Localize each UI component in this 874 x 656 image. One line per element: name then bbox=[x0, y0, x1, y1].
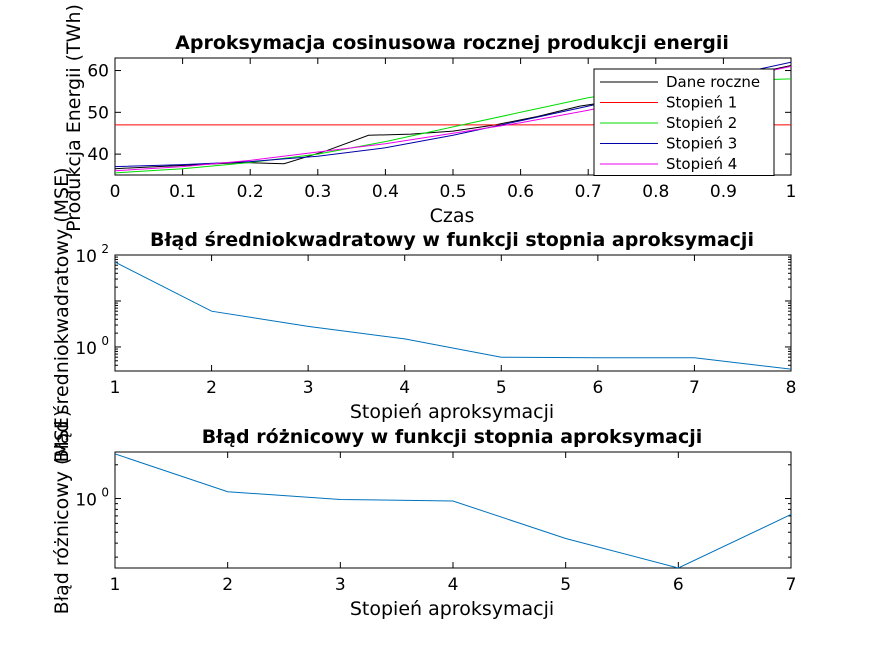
x-tick-label: 0.2 bbox=[237, 182, 264, 202]
y-tick-label: 10 0 bbox=[75, 486, 109, 511]
y-tick-base: 10 bbox=[75, 491, 97, 511]
panel1-ylabel: Produkcja Energii (TWh) bbox=[63, 4, 85, 232]
x-tick-label: 0.3 bbox=[304, 182, 331, 202]
x-tick-label: 3 bbox=[335, 575, 346, 595]
x-tick-label: 0.9 bbox=[710, 182, 737, 202]
y-tick-exponent: 0 bbox=[101, 486, 109, 500]
x-tick-label: 3 bbox=[303, 378, 314, 398]
y-tick-base: 10 bbox=[75, 339, 97, 359]
x-tick-label: 6 bbox=[592, 378, 603, 398]
x-tick-label: 2 bbox=[206, 378, 217, 398]
panel2-axes: 1 2 3 4 5 6 7 8 10 0 10 2 bbox=[75, 242, 796, 398]
panel1-axes: 0 0.1 0.2 0.3 0.4 0.5 0.6 0.7 0.8 0.9 1 40 50 60 Dane … bbox=[87, 57, 797, 202]
x-tick-label: 1 bbox=[110, 575, 121, 595]
x-tick-label: 1 bbox=[110, 378, 121, 398]
x-tick-label: 0.7 bbox=[575, 182, 602, 202]
y-tick-label: 60 bbox=[87, 62, 109, 82]
series-line-1 bbox=[115, 261, 791, 370]
x-tick-label: 7 bbox=[786, 575, 797, 595]
panel3-title: Błąd różnicowy w funkcji stopnia aproksy… bbox=[202, 426, 703, 448]
panel3-xlabel: Stopień aproksymacji bbox=[350, 598, 554, 620]
x-tick-label: 2 bbox=[222, 575, 233, 595]
panel3-axes: 1 2 3 4 5 6 7 10 0 bbox=[75, 451, 797, 595]
y-tick-exponent: 0 bbox=[101, 334, 109, 348]
y-tick-label: 40 bbox=[87, 145, 109, 165]
x-tick-label: 0.4 bbox=[372, 182, 399, 202]
x-tick-label: 5 bbox=[560, 575, 571, 595]
panel2-xlabel: Stopień aproksymacji bbox=[350, 401, 554, 423]
legend-label: Stopień 1 bbox=[666, 94, 737, 112]
legend-label: Stopień 2 bbox=[666, 114, 737, 132]
legend-box bbox=[593, 68, 775, 176]
x-tick-label: 0.6 bbox=[507, 182, 534, 202]
x-tick-label: 5 bbox=[496, 378, 507, 398]
panel3-ylabel: Błąd różnicowy (MSE) bbox=[51, 410, 73, 615]
y-tick-base: 10 bbox=[75, 247, 97, 267]
panel2-frame bbox=[114, 254, 792, 372]
panel3-frame bbox=[114, 451, 792, 569]
x-tick-label: 4 bbox=[399, 378, 410, 398]
x-tick-label: 8 bbox=[786, 378, 797, 398]
x-tick-label: 0 bbox=[110, 182, 121, 202]
x-tick-label: 4 bbox=[448, 575, 459, 595]
series-line-1 bbox=[115, 453, 791, 568]
y-tick-exponent: 2 bbox=[101, 242, 109, 256]
panel1-title: Aproksymacja cosinusowa rocznej produkcj… bbox=[175, 32, 729, 54]
y-tick-label: 10 2 bbox=[75, 242, 109, 267]
y-tick-label: 10 0 bbox=[75, 334, 109, 359]
x-tick-label: 1 bbox=[786, 182, 797, 202]
panel2-title: Błąd średniokwadratowy w funkcji stopnia… bbox=[150, 229, 754, 251]
legend-label: Stopień 3 bbox=[666, 135, 737, 153]
legend-label: Stopień 4 bbox=[666, 155, 737, 173]
y-tick-label: 50 bbox=[87, 103, 109, 123]
panel1-xlabel: Czas bbox=[430, 205, 475, 227]
x-tick-label: 6 bbox=[673, 575, 684, 595]
legend-label: Dane roczne bbox=[666, 73, 760, 91]
x-tick-label: 0.1 bbox=[169, 182, 196, 202]
panel2-ylabel: Błąd średniokwadratowy (MSE) bbox=[51, 167, 73, 462]
x-tick-label: 0.8 bbox=[642, 182, 669, 202]
x-tick-label: 0.5 bbox=[439, 182, 466, 202]
x-tick-label: 7 bbox=[689, 378, 700, 398]
